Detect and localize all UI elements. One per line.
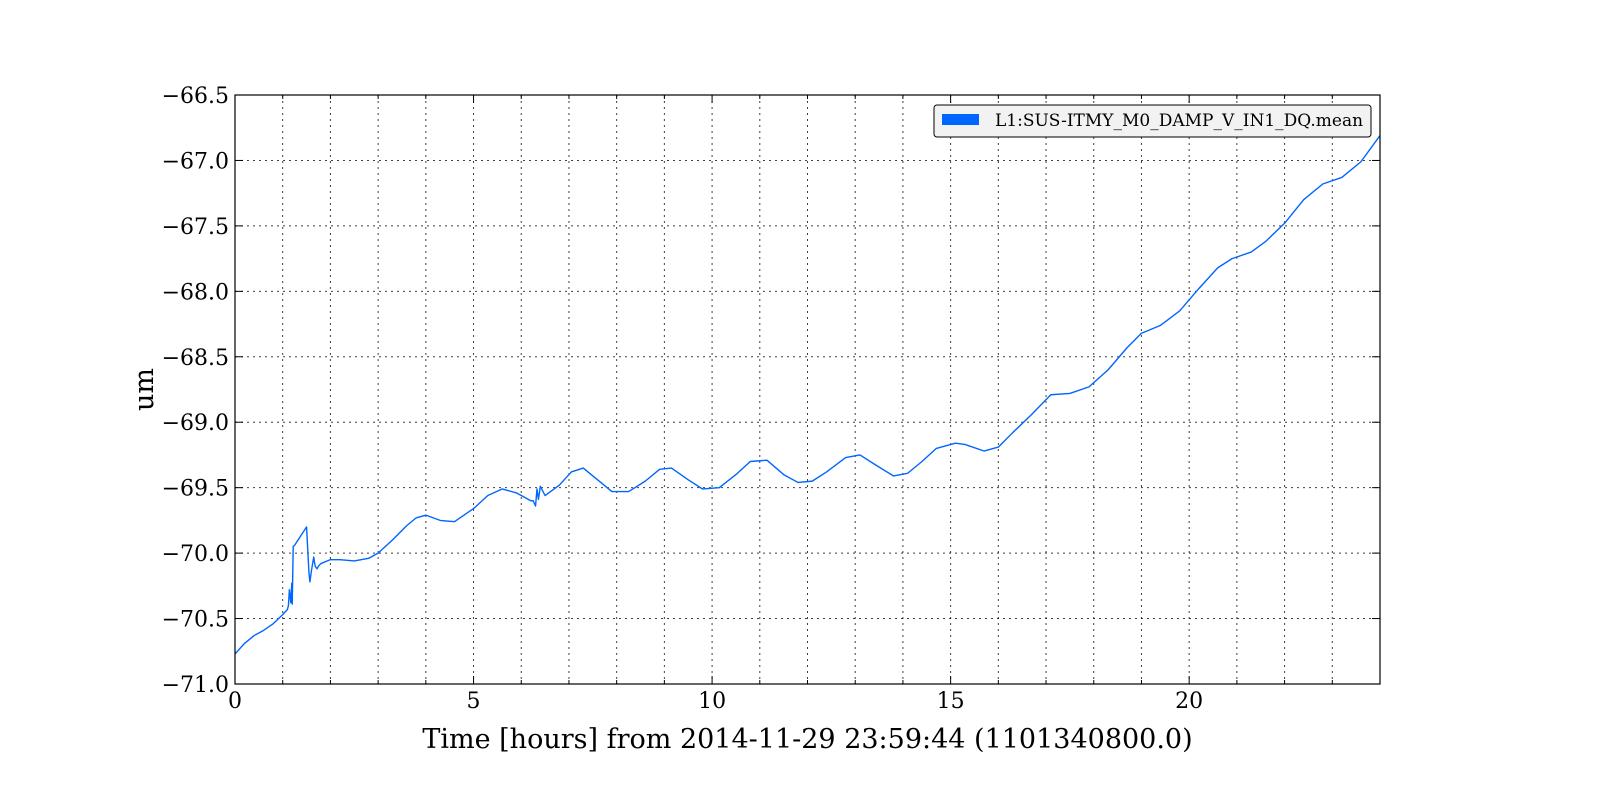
tick-labels-layer: 0 5 10 15 20 −71.0 −70.5 −70.0 −69.5 −69.0 −68.5 −6… <box>162 84 1204 714</box>
series-layer <box>234 135 1381 655</box>
ticks-layer <box>235 94 1380 685</box>
y-tick-label: −67.5 <box>162 215 229 240</box>
x-tick-label: 20 <box>1175 689 1203 714</box>
y-tick-label: −67.0 <box>162 149 229 174</box>
grid-layer <box>235 95 1380 684</box>
y-tick-label: −69.0 <box>162 411 229 436</box>
y-axis-title: um <box>129 368 160 411</box>
legend-label: L1:SUS-ITMY_M0_DAMP_V_IN1_DQ.mean <box>995 111 1363 131</box>
legend: L1:SUS-ITMY_M0_DAMP_V_IN1_DQ.mean <box>933 104 1372 138</box>
y-tick-label: −69.5 <box>162 477 229 502</box>
y-tick-label: −70.0 <box>162 542 229 567</box>
y-tick-label: −70.5 <box>162 608 229 633</box>
x-tick-label: 15 <box>937 689 965 714</box>
x-tick-label: 10 <box>698 689 726 714</box>
legend-box <box>933 104 1372 138</box>
x-tick-label: 5 <box>467 689 481 714</box>
y-tick-label: −71.0 <box>162 673 229 698</box>
y-tick-label: −68.0 <box>162 280 229 305</box>
series-line <box>234 135 1381 655</box>
x-axis-title: Time [hours] from 2014-11-29 23:59:44 (1… <box>422 724 1192 755</box>
y-tick-label: −66.5 <box>162 84 229 109</box>
legend-swatch <box>942 114 979 125</box>
y-tick-label: −68.5 <box>162 346 229 371</box>
x-tick-label: 0 <box>228 689 242 714</box>
